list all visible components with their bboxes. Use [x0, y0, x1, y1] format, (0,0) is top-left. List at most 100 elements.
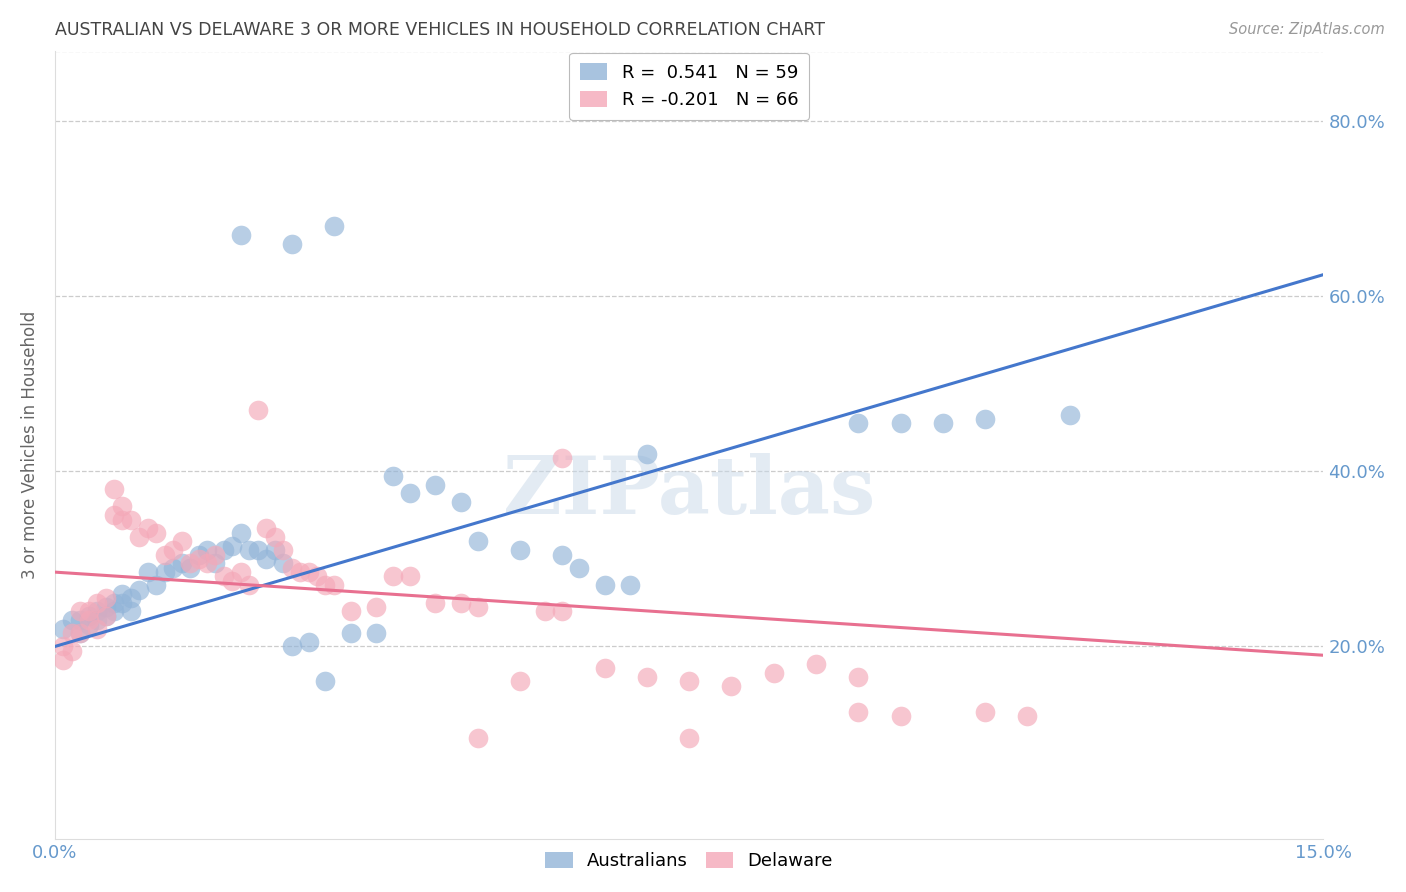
Point [288, 565, 311, 579]
Point [153, 565, 176, 579]
Point [229, 228, 252, 243]
Text: ZIPatlas: ZIPatlas [503, 453, 876, 532]
Point [94, 600, 117, 615]
Point [593, 578, 616, 592]
Point [254, 521, 277, 535]
Point [111, 596, 134, 610]
Point [271, 557, 294, 571]
Point [425, 596, 447, 610]
Point [382, 468, 405, 483]
Point [509, 674, 531, 689]
Point [804, 657, 827, 671]
Point [128, 582, 150, 597]
Point [77, 617, 100, 632]
Point [238, 543, 260, 558]
Point [52, 622, 75, 636]
Point [322, 219, 344, 234]
Point [314, 674, 336, 689]
Point [450, 596, 472, 610]
Point [128, 530, 150, 544]
Point [366, 626, 388, 640]
Point [636, 670, 658, 684]
Point [120, 591, 142, 606]
Point [678, 731, 700, 746]
Text: Source: ZipAtlas.com: Source: ZipAtlas.com [1229, 22, 1385, 37]
Point [221, 539, 243, 553]
Point [534, 605, 557, 619]
Point [720, 679, 742, 693]
Point [314, 578, 336, 592]
Point [60, 613, 83, 627]
Point [187, 552, 209, 566]
Point [69, 626, 91, 640]
Point [111, 587, 134, 601]
Point [932, 417, 955, 431]
Point [86, 622, 108, 636]
Point [52, 640, 75, 654]
Point [366, 600, 388, 615]
Point [94, 608, 117, 623]
Point [195, 557, 218, 571]
Point [94, 591, 117, 606]
Point [103, 605, 125, 619]
Text: AUSTRALIAN VS DELAWARE 3 OR MORE VEHICLES IN HOUSEHOLD CORRELATION CHART: AUSTRALIAN VS DELAWARE 3 OR MORE VEHICLE… [55, 21, 825, 39]
Point [974, 705, 997, 719]
Point [280, 640, 302, 654]
Point [103, 596, 125, 610]
Point [86, 613, 108, 627]
Point [238, 578, 260, 592]
Point [340, 626, 363, 640]
Point [568, 560, 591, 574]
Point [69, 626, 91, 640]
Y-axis label: 3 or more Vehicles in Household: 3 or more Vehicles in Household [21, 311, 39, 580]
Point [60, 644, 83, 658]
Point [103, 482, 125, 496]
Point [120, 513, 142, 527]
Point [271, 543, 294, 558]
Point [297, 565, 319, 579]
Point [619, 578, 641, 592]
Point [399, 486, 422, 500]
Point [221, 574, 243, 588]
Point [425, 477, 447, 491]
Point [340, 605, 363, 619]
Point [153, 548, 176, 562]
Point [305, 569, 328, 583]
Point [636, 447, 658, 461]
Point [551, 548, 574, 562]
Point [280, 560, 302, 574]
Point [69, 613, 91, 627]
Point [60, 626, 83, 640]
Point [170, 534, 193, 549]
Point [77, 605, 100, 619]
Point [509, 543, 531, 558]
Point [322, 578, 344, 592]
Point [69, 605, 91, 619]
Point [86, 605, 108, 619]
Point [450, 495, 472, 509]
Point [297, 635, 319, 649]
Point [467, 731, 489, 746]
Point [593, 661, 616, 675]
Point [120, 605, 142, 619]
Point [551, 451, 574, 466]
Point [77, 613, 100, 627]
Point [551, 605, 574, 619]
Point [890, 417, 912, 431]
Point [678, 674, 700, 689]
Point [162, 543, 184, 558]
Point [86, 596, 108, 610]
Point [204, 557, 226, 571]
Point [890, 709, 912, 723]
Point [1017, 709, 1039, 723]
Point [762, 665, 785, 680]
Point [254, 552, 277, 566]
Point [246, 543, 269, 558]
Point [846, 417, 869, 431]
Point [162, 560, 184, 574]
Point [212, 543, 235, 558]
Point [145, 525, 167, 540]
Point [467, 600, 489, 615]
Legend: Australians, Delaware: Australians, Delaware [538, 845, 839, 877]
Point [136, 521, 159, 535]
